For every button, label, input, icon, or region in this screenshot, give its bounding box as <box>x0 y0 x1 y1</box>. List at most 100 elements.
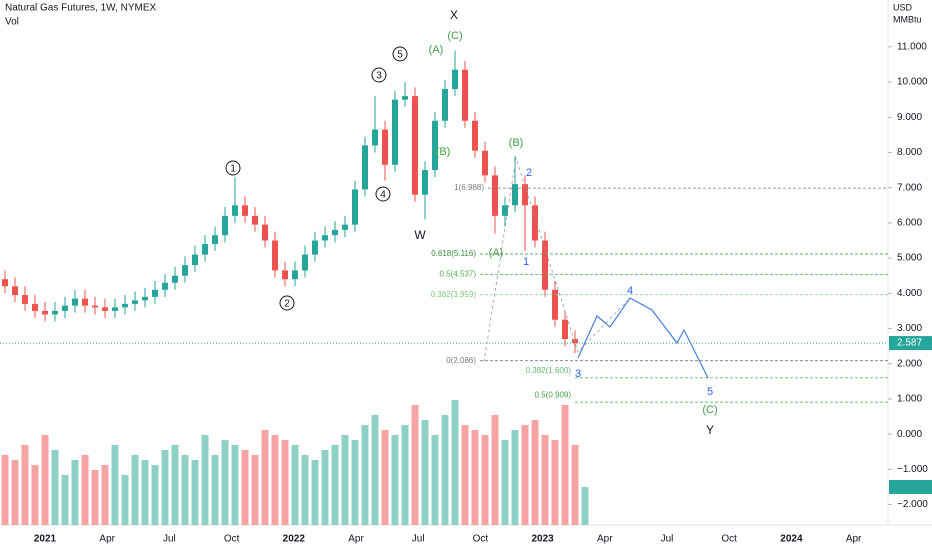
volume-bar <box>91 470 99 525</box>
candle-body <box>212 235 218 245</box>
y-tick-label: −1.000 <box>897 464 928 475</box>
volume-bar <box>281 440 289 525</box>
candle-body <box>452 69 458 90</box>
candle-body <box>522 184 528 206</box>
candle-body <box>92 305 98 308</box>
wave-circle <box>375 186 391 202</box>
y-tick-label: −2.000 <box>897 499 928 510</box>
volume-bar <box>201 435 209 525</box>
volume-bar <box>491 415 499 525</box>
volume-bar <box>341 435 349 525</box>
price-tag <box>889 336 932 351</box>
volume-bar <box>11 460 19 525</box>
y-tick-label: 10.000 <box>897 77 928 88</box>
y-tick-label: 1.000 <box>897 394 922 405</box>
candle-body <box>22 295 28 304</box>
candle-body <box>562 319 568 340</box>
volume-bar <box>521 425 529 525</box>
volume-bar <box>141 460 149 525</box>
x-tick-label: Oct <box>224 534 240 545</box>
candle-body <box>282 270 288 280</box>
candle-body <box>442 89 448 121</box>
candle-body <box>512 184 518 206</box>
candle-body <box>372 129 378 146</box>
candle-body <box>142 296 148 301</box>
volume-bar <box>261 430 269 525</box>
candle-body <box>552 289 558 320</box>
candle-body <box>472 120 478 151</box>
candle-body <box>132 300 138 304</box>
fib-label: 1(6.988) <box>454 183 484 192</box>
fib-label: 0.382(1.600) <box>526 366 572 375</box>
volume-bar <box>231 445 239 525</box>
wave-label: 2 <box>526 167 532 179</box>
x-tick-label: Apr <box>846 534 862 545</box>
y-tick-label: 3.000 <box>897 323 922 334</box>
candle-body <box>262 224 268 241</box>
wave-label: (A) <box>489 247 504 259</box>
wave-circle <box>371 67 387 83</box>
volume-bar <box>571 445 579 525</box>
candle-body <box>272 240 278 271</box>
wave-circle-label: 4 <box>380 190 386 201</box>
x-tick-label: Jul <box>661 534 674 545</box>
fib-label: 0.618(5.116) <box>431 249 476 258</box>
y-tick-label: 2.000 <box>897 358 922 369</box>
y-tick-label: 8.000 <box>897 147 922 158</box>
x-tick-label: Jul <box>163 534 176 545</box>
volume-bar <box>171 445 179 525</box>
wave-label: W <box>414 228 426 242</box>
volume-bar <box>541 435 549 525</box>
wave-label: 1 <box>523 256 529 268</box>
candle-body <box>82 298 88 306</box>
wave-circle-label: 1 <box>230 164 236 175</box>
volume-bar <box>311 460 319 525</box>
wave-label: (B) <box>436 146 451 158</box>
volume-bar <box>441 415 449 525</box>
volume-bar <box>41 435 49 525</box>
candle-body <box>52 310 58 315</box>
candle-body <box>72 298 78 306</box>
candle-body <box>12 286 18 296</box>
x-tick-label: Apr <box>597 534 613 545</box>
volume-bar <box>481 435 489 525</box>
candle-body <box>62 305 68 311</box>
candle-body <box>312 240 318 255</box>
volume-bar <box>161 450 169 525</box>
volume-bar <box>451 400 459 525</box>
volume-bar <box>81 455 89 525</box>
volume-bar <box>381 430 389 525</box>
x-tick-label: Apr <box>348 534 364 545</box>
volume-bar <box>351 440 359 525</box>
volume-bar <box>51 450 59 525</box>
volume-bar <box>71 460 79 525</box>
y-tick-label: 4.000 <box>897 288 922 299</box>
volume-bar <box>221 440 229 525</box>
wave-label: 3 <box>575 368 581 380</box>
volume-bar <box>251 455 259 525</box>
wave-label: 5 <box>707 386 713 398</box>
y-tick-label: 7.000 <box>897 182 922 193</box>
volume-bar <box>511 430 519 525</box>
x-tick-label: Jul <box>412 534 425 545</box>
volume-bar <box>151 465 159 525</box>
candle-body <box>252 215 258 225</box>
wave-circle <box>392 46 408 62</box>
candle-body <box>322 235 328 241</box>
candle-body <box>172 275 178 283</box>
wave-label: (B) <box>509 137 524 149</box>
volume-bar <box>501 440 509 525</box>
volume-bar <box>401 425 409 525</box>
volume-bar <box>301 455 309 525</box>
x-tick-label: 2022 <box>283 534 306 545</box>
volume-bar <box>331 445 339 525</box>
candle-body <box>332 229 338 236</box>
wave-label: (C) <box>702 404 717 416</box>
fib-label: 0.5(0.909) <box>535 390 572 399</box>
x-tick-label: Oct <box>473 534 489 545</box>
wave-circle-label: 2 <box>284 299 290 310</box>
y-tick-label: 9.000 <box>897 112 922 123</box>
candle-body <box>362 145 368 190</box>
volume-bar <box>21 445 29 525</box>
x-tick-label: 2021 <box>34 534 57 545</box>
